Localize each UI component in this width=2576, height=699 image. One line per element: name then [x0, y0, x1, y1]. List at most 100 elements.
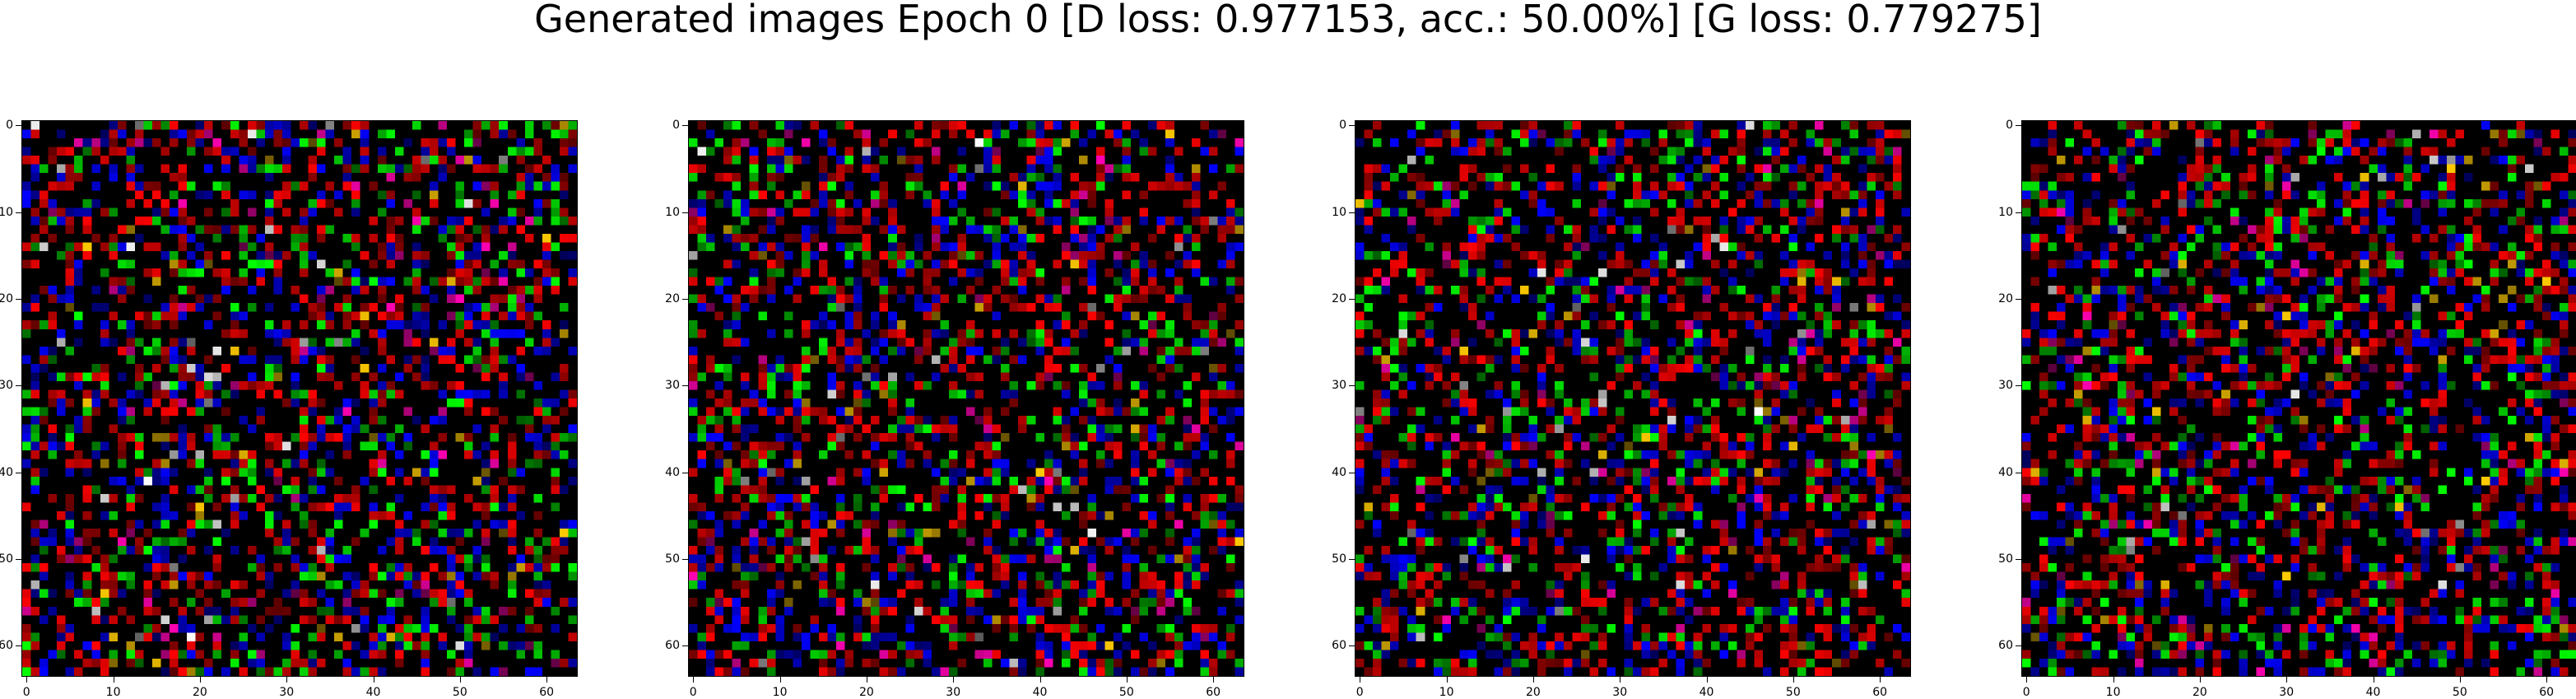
y-tick-label: 0 [6, 119, 13, 133]
x-tick-label: 30 [1612, 686, 1628, 699]
x-tick-mark [26, 677, 28, 683]
figure-title: Generated images Epoch 0 [D loss: 0.9771… [534, 0, 2042, 41]
x-tick-mark [779, 677, 781, 683]
x-tick-mark [1446, 677, 1448, 683]
x-tick-label: 20 [1525, 686, 1541, 699]
x-tick-mark [2286, 677, 2288, 683]
y-tick-label: 20 [1998, 291, 2013, 305]
x-tick-label: 0 [22, 686, 30, 699]
y-tick-label: 60 [1332, 639, 1346, 653]
x-tick-mark [1213, 677, 1215, 683]
x-tick-label: 0 [2022, 686, 2030, 699]
y-tick-mark [2016, 125, 2021, 127]
y-tick-label: 50 [1332, 552, 1346, 566]
y-tick-mark [1349, 212, 1355, 213]
y-tick-mark [682, 125, 688, 127]
y-tick-label: 40 [0, 465, 13, 479]
x-tick-label: 20 [192, 686, 207, 699]
x-tick-label: 0 [689, 686, 697, 699]
y-tick-mark [16, 212, 21, 213]
y-tick-label: 10 [1332, 205, 1346, 219]
x-tick-label: 40 [2365, 686, 2381, 699]
x-tick-mark [546, 677, 548, 683]
x-tick-label: 60 [1872, 686, 1888, 699]
x-tick-label: 40 [365, 686, 381, 699]
x-tick-mark [2026, 677, 2028, 683]
y-tick-mark [16, 558, 21, 560]
generated-image-1-pixels [22, 121, 577, 676]
y-tick-label: 10 [0, 205, 13, 219]
y-tick-label: 0 [1339, 119, 1346, 133]
x-tick-label: 10 [105, 686, 121, 699]
y-tick-label: 0 [2006, 119, 2013, 133]
x-tick-mark [1126, 677, 1128, 683]
x-tick-label: 60 [1206, 686, 1221, 699]
generated-image-3-pixels [1355, 121, 1910, 676]
x-tick-label: 30 [946, 686, 961, 699]
y-tick-label: 40 [665, 465, 680, 479]
x-tick-label: 60 [2539, 686, 2555, 699]
generated-image-4 [2021, 120, 2576, 677]
y-tick-mark [682, 298, 688, 300]
x-tick-label: 20 [2192, 686, 2207, 699]
y-tick-mark [1349, 385, 1355, 387]
x-tick-mark [2546, 677, 2548, 683]
y-tick-mark [2016, 212, 2021, 213]
y-tick-label: 10 [665, 205, 680, 219]
y-tick-mark [682, 385, 688, 387]
x-tick-label: 10 [1439, 686, 1454, 699]
y-tick-label: 20 [1332, 291, 1346, 305]
generated-image-4-pixels [2022, 121, 2576, 676]
x-tick-label: 30 [2279, 686, 2295, 699]
x-tick-mark [1793, 677, 1794, 683]
y-tick-label: 60 [665, 639, 680, 653]
y-tick-mark [1349, 298, 1355, 300]
y-tick-mark [16, 385, 21, 387]
x-tick-label: 50 [1785, 686, 1801, 699]
x-tick-mark [2459, 677, 2461, 683]
y-tick-mark [1349, 125, 1355, 127]
x-tick-mark [1532, 677, 1534, 683]
y-tick-label: 10 [1998, 205, 2013, 219]
x-tick-label: 0 [1355, 686, 1364, 699]
y-tick-mark [16, 298, 21, 300]
y-tick-mark [2016, 298, 2021, 300]
y-tick-label: 40 [1998, 465, 2013, 479]
y-tick-label: 50 [665, 552, 680, 566]
y-tick-mark [16, 645, 21, 647]
y-tick-label: 0 [672, 119, 680, 133]
generated-image-2-pixels [689, 121, 1244, 676]
x-tick-label: 50 [452, 686, 467, 699]
y-tick-label: 50 [1998, 552, 2013, 566]
x-tick-mark [953, 677, 955, 683]
x-tick-mark [693, 677, 695, 683]
y-tick-label: 30 [1998, 379, 2013, 393]
x-tick-label: 40 [1699, 686, 1714, 699]
x-tick-label: 50 [1118, 686, 1134, 699]
y-tick-mark [2016, 385, 2021, 387]
x-tick-label: 50 [2452, 686, 2467, 699]
x-tick-label: 10 [772, 686, 788, 699]
x-tick-mark [1880, 677, 1881, 683]
y-tick-mark [2016, 645, 2021, 647]
x-tick-label: 40 [1032, 686, 1048, 699]
x-tick-label: 30 [279, 686, 295, 699]
x-tick-mark [1706, 677, 1708, 683]
y-tick-label: 60 [0, 639, 13, 653]
y-tick-label: 20 [0, 291, 13, 305]
y-tick-label: 30 [665, 379, 680, 393]
y-tick-mark [16, 125, 21, 127]
generated-image-3 [1355, 120, 1911, 677]
y-tick-label: 50 [0, 552, 13, 566]
x-tick-mark [2199, 677, 2201, 683]
y-tick-mark [682, 212, 688, 213]
y-tick-mark [682, 558, 688, 560]
x-tick-mark [2113, 677, 2114, 683]
y-tick-mark [1349, 645, 1355, 647]
y-tick-mark [2016, 558, 2021, 560]
x-tick-mark [199, 677, 201, 683]
y-tick-label: 40 [1332, 465, 1346, 479]
generated-image-1 [21, 120, 578, 677]
y-tick-label: 30 [0, 379, 13, 393]
